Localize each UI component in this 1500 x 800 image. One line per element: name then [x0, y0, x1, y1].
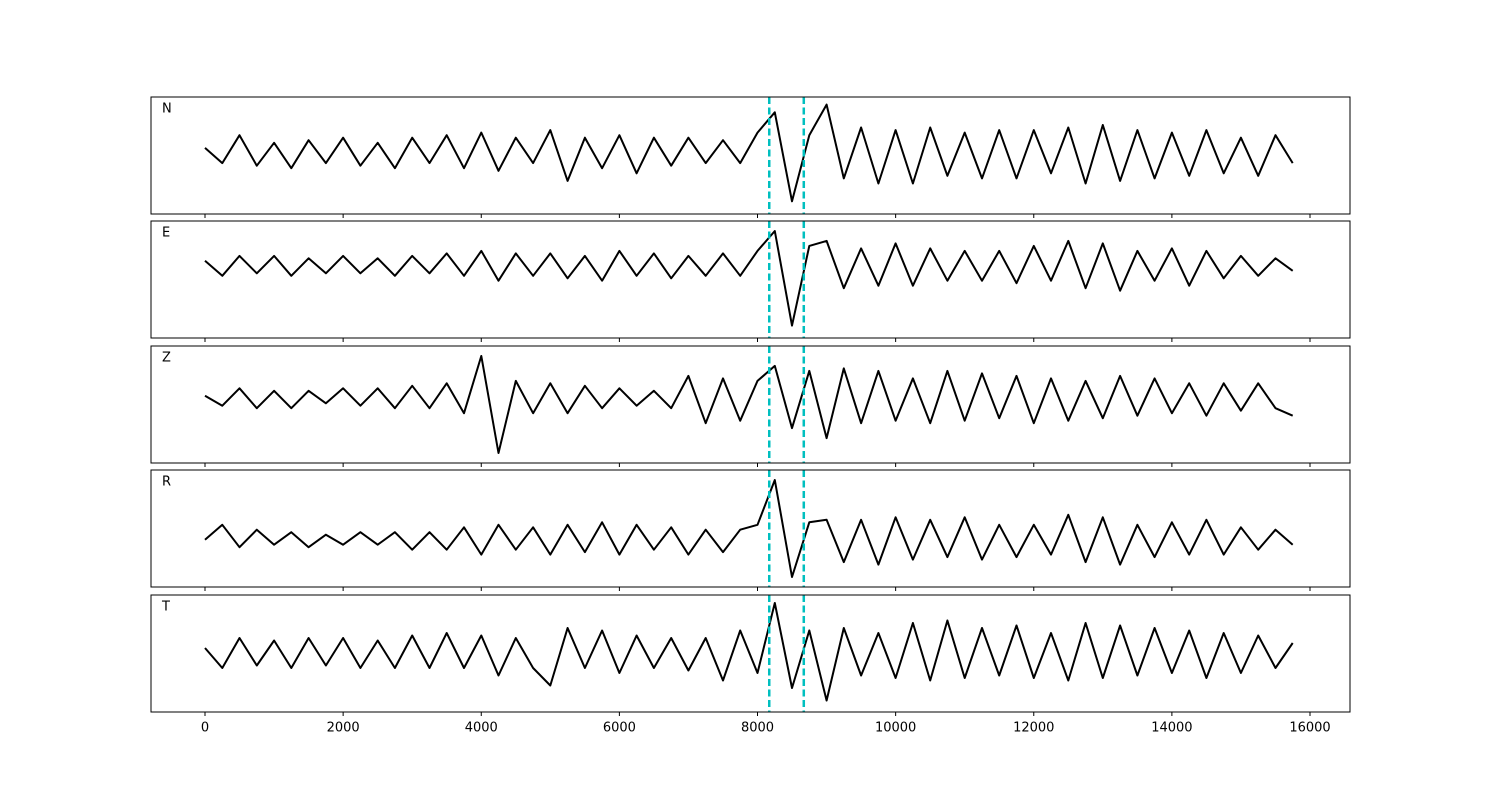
x-tick-label: 12000	[1013, 721, 1054, 736]
panel-frame	[150, 96, 1351, 215]
x-tick-label: 16000	[1289, 721, 1330, 736]
panel-frame	[150, 345, 1351, 464]
panel-label: T	[161, 600, 170, 615]
panel-frame	[150, 469, 1351, 588]
panel-label: N	[162, 102, 172, 117]
x-tick-label: 6000	[603, 721, 636, 736]
x-tick-label: 2000	[327, 721, 360, 736]
x-tick-label: 4000	[465, 721, 498, 736]
panel-frame	[150, 220, 1351, 339]
panel-label: E	[162, 226, 170, 241]
trace	[204, 355, 1294, 454]
x-tick-label: 0	[201, 721, 209, 736]
x-tick-label: 10000	[875, 721, 916, 736]
trace	[204, 479, 1294, 578]
panel-label: Z	[162, 351, 171, 366]
panel-label: R	[162, 475, 171, 490]
panel-frame	[150, 594, 1351, 713]
x-tick-label: 8000	[741, 721, 774, 736]
trace	[204, 230, 1294, 327]
trace	[204, 602, 1294, 702]
x-tick-label: 14000	[1151, 721, 1192, 736]
trace	[204, 103, 1294, 203]
